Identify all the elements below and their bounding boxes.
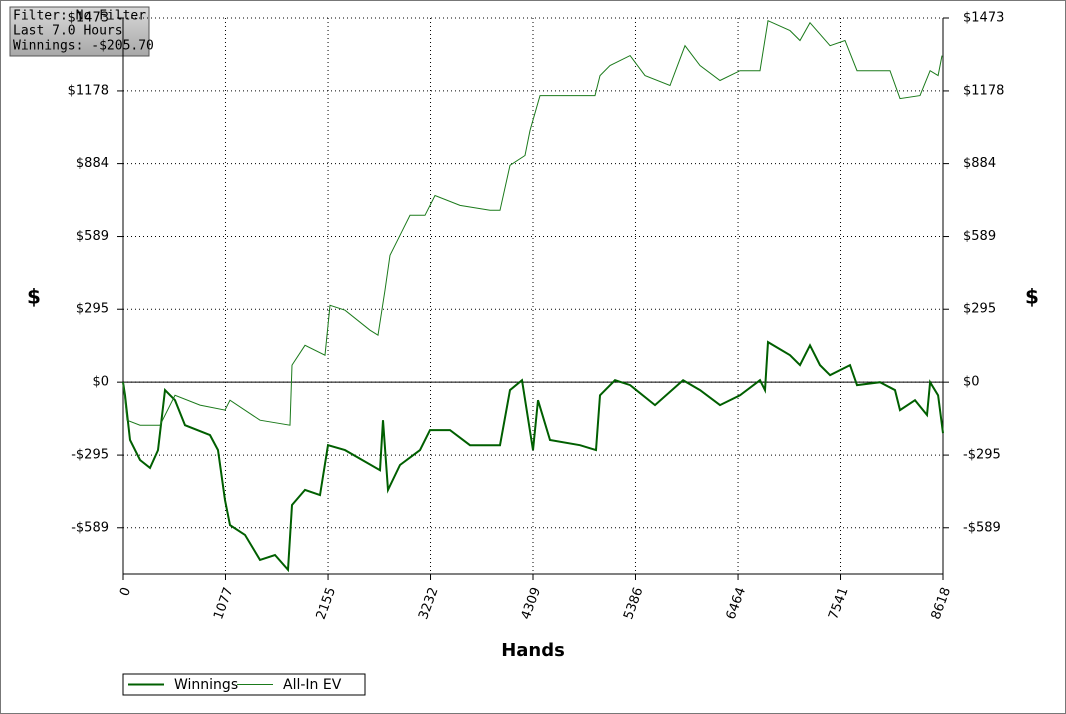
- y2-tick-label: $295: [963, 302, 996, 317]
- y2-tick-label: -$589: [963, 520, 1001, 535]
- y-tick-label: $295: [76, 302, 109, 317]
- y-tick-label: $884: [76, 156, 109, 171]
- series-line: [122, 19, 943, 426]
- y-tick-label: $1473: [68, 11, 109, 26]
- y-tick-label: $589: [76, 229, 109, 244]
- y2-tick-label: $884: [963, 156, 996, 171]
- y-tick-label: -$295: [71, 448, 109, 463]
- y2-tick-label: $589: [963, 229, 996, 244]
- y-axis-label: $: [27, 285, 41, 309]
- y2-axis-label: $: [1025, 285, 1039, 309]
- y-tick-label: $0: [92, 375, 109, 390]
- x-axis-label: Hands: [501, 640, 565, 661]
- series-line: [122, 340, 944, 573]
- y2-tick-label: $0: [963, 375, 980, 390]
- info-line: Filter: No Filter: [13, 9, 146, 24]
- y2-tick-label: $1178: [963, 83, 1004, 98]
- y2-tick-label: $1473: [963, 11, 1004, 26]
- info-box: [9, 6, 150, 57]
- y2-tick-label: -$295: [963, 448, 1001, 463]
- legend-label: All-In EV: [283, 677, 342, 693]
- y-tick-label: $1178: [68, 83, 109, 98]
- info-line: Winnings: -$205.70: [13, 39, 154, 54]
- info-line: Last 7.0 Hours: [13, 24, 123, 39]
- y-tick-label: -$589: [71, 520, 109, 535]
- legend-label: Winnings: [174, 677, 238, 693]
